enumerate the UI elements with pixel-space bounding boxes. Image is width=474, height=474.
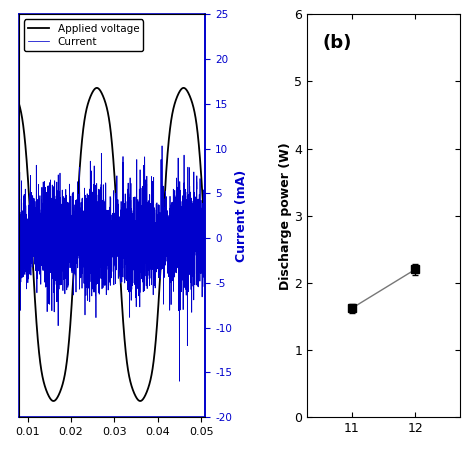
Current: [105, 250, 110, 255]
Applied voltage: [197, 154, 203, 159]
Current: [197, 224, 203, 230]
Applied voltage: [96, 86, 102, 92]
Line: Applied voltage: Applied voltage: [19, 88, 205, 401]
Applied voltage: [202, 245, 208, 251]
Current: [159, 143, 165, 149]
Current: [188, 215, 193, 221]
Current: [94, 264, 100, 269]
Current: [177, 378, 182, 384]
Line: Current: Current: [19, 146, 205, 381]
Y-axis label: Current (mA): Current (mA): [235, 170, 248, 262]
Y-axis label: Discharge power (W): Discharge power (W): [279, 142, 292, 290]
Applied voltage: [51, 398, 56, 404]
Current: [202, 279, 208, 284]
Current: [16, 205, 22, 210]
Applied voltage: [94, 85, 100, 91]
Applied voltage: [94, 85, 100, 91]
Current: [96, 288, 101, 293]
Text: (b): (b): [322, 35, 352, 52]
Legend: Applied voltage, Current: Applied voltage, Current: [24, 19, 143, 51]
Applied voltage: [152, 350, 157, 356]
Applied voltage: [16, 101, 22, 107]
Current: [152, 218, 157, 224]
Applied voltage: [105, 109, 110, 114]
Applied voltage: [188, 95, 193, 101]
